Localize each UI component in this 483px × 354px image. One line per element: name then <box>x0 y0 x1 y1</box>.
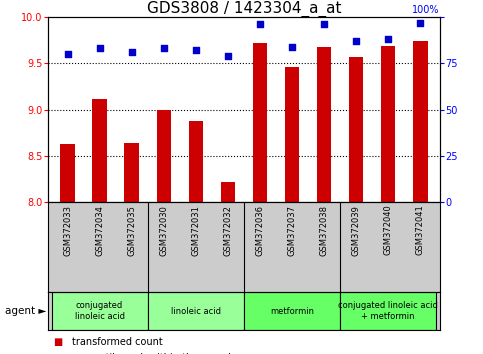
Text: GSM372038: GSM372038 <box>320 205 328 256</box>
Text: ■: ■ <box>53 353 62 354</box>
Text: GSM372039: GSM372039 <box>352 205 361 256</box>
Bar <box>156 110 171 202</box>
Text: GSM372040: GSM372040 <box>384 205 393 256</box>
Bar <box>125 143 139 202</box>
Title: GDS3808 / 1423304_a_at: GDS3808 / 1423304_a_at <box>147 1 341 17</box>
Point <box>64 51 71 57</box>
Bar <box>92 99 107 202</box>
Point <box>352 38 360 44</box>
Text: GSM372036: GSM372036 <box>256 205 265 256</box>
Point <box>384 36 392 42</box>
Text: linoleic acid: linoleic acid <box>171 307 221 315</box>
Bar <box>285 67 299 202</box>
Point <box>96 46 103 51</box>
Bar <box>413 41 427 202</box>
Point <box>320 22 328 27</box>
Text: GSM372035: GSM372035 <box>127 205 136 256</box>
Text: GSM372034: GSM372034 <box>95 205 104 256</box>
Text: ■: ■ <box>53 337 62 347</box>
Bar <box>221 182 235 202</box>
Text: GSM372030: GSM372030 <box>159 205 168 256</box>
Text: 100%: 100% <box>412 5 440 15</box>
Text: transformed count: transformed count <box>72 337 163 347</box>
Text: GSM372031: GSM372031 <box>191 205 200 256</box>
Text: conjugated linoleic acid
+ metformin: conjugated linoleic acid + metformin <box>338 301 438 321</box>
Point <box>160 46 168 51</box>
Text: GSM372032: GSM372032 <box>223 205 232 256</box>
Bar <box>381 46 396 202</box>
Bar <box>253 43 267 202</box>
Bar <box>188 121 203 202</box>
Bar <box>148 292 244 330</box>
Text: GSM372033: GSM372033 <box>63 205 72 256</box>
Text: GSM372037: GSM372037 <box>287 205 297 256</box>
Point <box>224 53 232 59</box>
Point <box>128 49 136 55</box>
Bar <box>349 57 363 202</box>
Text: agent ►: agent ► <box>5 306 46 316</box>
Text: percentile rank within the sample: percentile rank within the sample <box>72 353 238 354</box>
Bar <box>52 292 148 330</box>
Point <box>192 47 199 53</box>
Bar <box>244 292 340 330</box>
Text: metformin: metformin <box>270 307 314 315</box>
Bar <box>340 292 436 330</box>
Text: GSM372041: GSM372041 <box>416 205 425 256</box>
Bar <box>317 47 331 202</box>
Text: conjugated
linoleic acid: conjugated linoleic acid <box>74 301 125 321</box>
Point <box>288 44 296 50</box>
Bar <box>60 144 75 202</box>
Point <box>416 20 424 25</box>
Point <box>256 22 264 27</box>
